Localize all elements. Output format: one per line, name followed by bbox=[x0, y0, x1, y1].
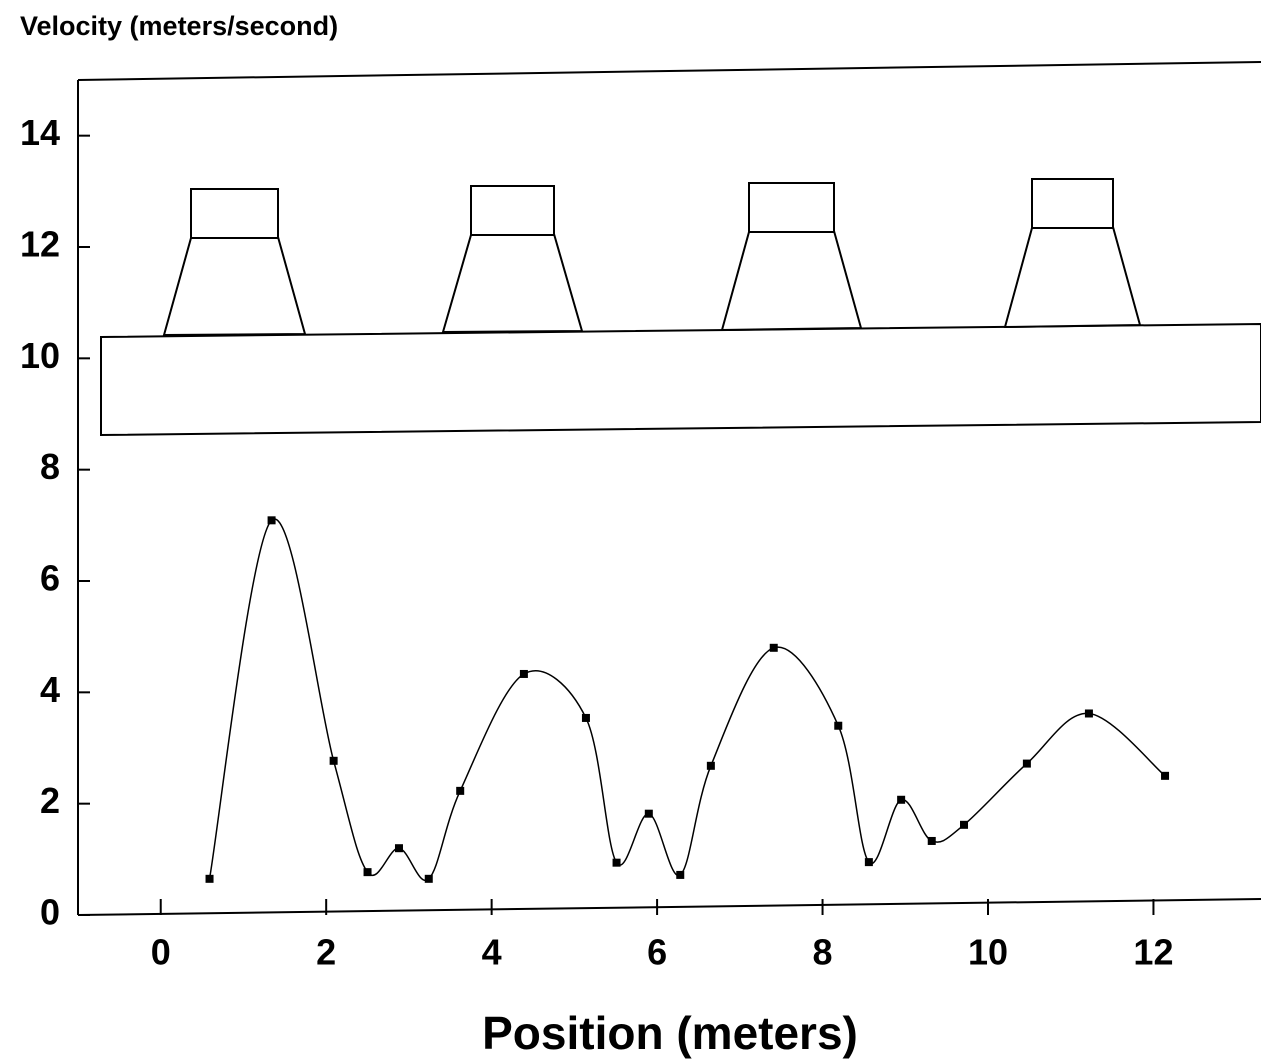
y-tick-label: 2 bbox=[40, 780, 60, 821]
y-tick-label: 14 bbox=[20, 112, 60, 153]
nozzle-cap bbox=[748, 182, 835, 233]
y-tick-label: 0 bbox=[40, 892, 60, 933]
data-point bbox=[769, 643, 778, 652]
data-point bbox=[897, 795, 906, 804]
data-point bbox=[644, 809, 653, 818]
data-point bbox=[424, 874, 433, 883]
illustration bbox=[100, 178, 1261, 437]
x-axis bbox=[77, 898, 1261, 916]
data-point bbox=[1161, 771, 1170, 780]
data-point bbox=[706, 761, 715, 770]
nozzle-cap bbox=[190, 188, 279, 239]
x-tick-label: 0 bbox=[151, 932, 171, 973]
nozzle bbox=[1003, 225, 1142, 329]
data-point bbox=[612, 858, 621, 867]
chart-title: Velocity (meters/second) bbox=[20, 11, 338, 41]
x-tick-label: 6 bbox=[647, 932, 667, 973]
data-point bbox=[519, 669, 528, 678]
data-point bbox=[864, 858, 873, 867]
data-point bbox=[1084, 709, 1093, 718]
nozzle-cap bbox=[470, 185, 555, 236]
data-point bbox=[329, 756, 338, 765]
data-point bbox=[456, 786, 465, 795]
top-frame bbox=[77, 61, 1261, 81]
data-point bbox=[394, 844, 403, 853]
data-point bbox=[1022, 759, 1031, 768]
data-point bbox=[363, 868, 372, 877]
y-tick-label: 12 bbox=[20, 224, 60, 265]
x-tick-label: 2 bbox=[316, 932, 336, 973]
data-point bbox=[676, 870, 685, 879]
nozzle-cap bbox=[1031, 178, 1114, 229]
nozzle bbox=[162, 235, 307, 337]
y-tick-label: 4 bbox=[40, 669, 60, 710]
velocity-line bbox=[208, 518, 1166, 882]
pipe bbox=[100, 322, 1261, 437]
data-point bbox=[581, 713, 590, 722]
x-tick-label: 12 bbox=[1133, 932, 1173, 973]
x-tick-label: 10 bbox=[968, 932, 1008, 973]
nozzle bbox=[720, 229, 863, 332]
data-point bbox=[834, 721, 843, 730]
data-point bbox=[205, 874, 214, 883]
x-tick-label: 8 bbox=[813, 932, 833, 973]
data-point bbox=[960, 820, 969, 829]
y-tick-label: 6 bbox=[40, 558, 60, 599]
x-tick-label: 4 bbox=[482, 932, 502, 973]
y-tick-label: 10 bbox=[20, 335, 60, 376]
x-axis-label: Position (meters) bbox=[482, 1007, 858, 1059]
nozzle bbox=[441, 232, 584, 334]
y-tick-label: 8 bbox=[40, 446, 60, 487]
data-point bbox=[267, 516, 276, 525]
data-point bbox=[927, 836, 936, 845]
